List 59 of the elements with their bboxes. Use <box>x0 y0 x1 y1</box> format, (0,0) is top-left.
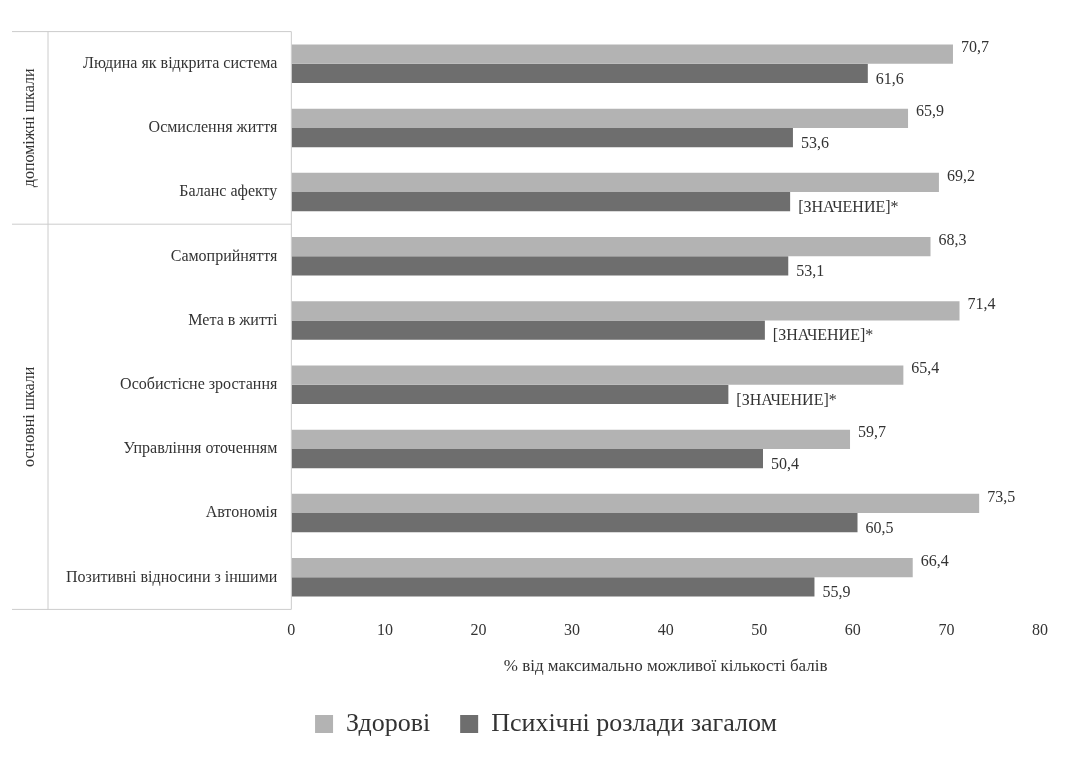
bar <box>291 558 913 578</box>
bar <box>291 301 960 321</box>
x-tick-label: 40 <box>657 621 674 639</box>
bar <box>291 256 789 276</box>
legend-label: Психічні розлади загалом <box>491 707 777 737</box>
data-label: 60,5 <box>865 518 894 536</box>
bar <box>291 577 815 597</box>
y-tick-label: Осмислення життя <box>148 118 278 136</box>
bar <box>291 384 729 404</box>
x-tick-label: 60 <box>844 621 861 639</box>
data-label: 61,6 <box>875 69 904 87</box>
bar <box>291 108 909 128</box>
y-tick-label: Позитивні відносини з іншими <box>66 567 278 586</box>
data-label: 59,7 <box>858 423 887 441</box>
bar <box>291 127 793 148</box>
x-tick-label: 30 <box>564 621 581 639</box>
bar <box>291 448 763 469</box>
data-label: 55,9 <box>822 583 851 601</box>
bar <box>291 320 765 340</box>
x-tick-label: 50 <box>751 621 768 639</box>
y-tick-label: Самоприйняття <box>170 246 278 265</box>
data-label: 66,4 <box>920 551 949 569</box>
data-label: 68,3 <box>938 230 967 248</box>
x-tick-label: 70 <box>938 621 955 639</box>
x-tick-label: 20 <box>470 621 487 639</box>
data-label: [ЗНАЧЕНИЕ]* <box>798 197 899 215</box>
data-label: 73,5 <box>987 487 1016 505</box>
bar <box>291 44 953 64</box>
data-label: 69,2 <box>946 166 975 184</box>
y-tick-label: Управління оточенням <box>123 439 278 458</box>
data-label: 71,4 <box>967 295 996 313</box>
x-tick-label: 0 <box>287 621 296 639</box>
text: допоміжні шкали <box>20 68 39 188</box>
bar <box>291 63 868 83</box>
text: основні шкали <box>20 366 38 467</box>
data-label: 50,4 <box>771 454 799 472</box>
y-tick-label: Людина як відкрита система <box>83 53 278 72</box>
bar <box>291 192 791 212</box>
bar <box>291 493 980 514</box>
data-label: 53,1 <box>796 262 825 280</box>
y-tick-label: Баланс афекту <box>179 182 278 201</box>
x-axis-title: % від максимально можливої кількості балів <box>503 656 828 676</box>
data-label: 65,4 <box>911 359 940 377</box>
x-tick-label: 80 <box>1032 621 1048 639</box>
data-label: 65,9 <box>916 102 945 120</box>
bar <box>291 172 939 193</box>
data-label: 70,7 <box>960 38 989 56</box>
bar <box>291 513 858 533</box>
x-tick-label: 10 <box>376 621 393 639</box>
y-tick-label: Особистісне зростання <box>120 374 278 393</box>
bar <box>291 237 931 257</box>
legend-label: Здорові <box>346 707 431 737</box>
bar <box>291 365 904 385</box>
data-label: 53,6 <box>800 133 829 151</box>
data-label: [ЗНАЧЕНИЕ]* <box>736 390 837 408</box>
bar <box>291 429 851 449</box>
y-tick-label: Автономія <box>205 503 278 521</box>
data-label: [ЗНАЧЕНИЕ]* <box>772 326 874 344</box>
y-tick-label: Мета в житті <box>188 310 278 328</box>
